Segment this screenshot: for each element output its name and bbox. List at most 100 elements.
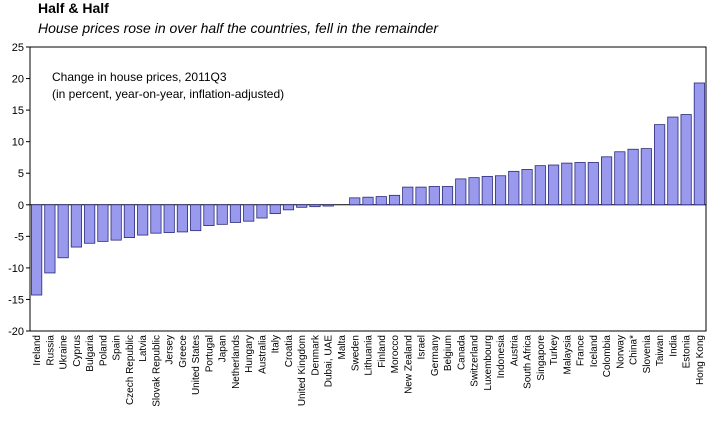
- y-tick-label: -15: [8, 294, 24, 306]
- bar: [84, 204, 96, 244]
- y-tick-label: 5: [18, 168, 24, 180]
- x-tick-label: Finland: [377, 335, 388, 368]
- bar: [97, 204, 109, 242]
- bar: [680, 114, 692, 206]
- bar: [521, 169, 533, 206]
- x-tick-label: Taiwan: [655, 335, 666, 366]
- x-tick-label: Austria: [509, 335, 520, 367]
- bar: [627, 148, 639, 206]
- bar: [243, 204, 255, 222]
- x-tick-label: Singapore: [536, 335, 547, 381]
- x-tick-label: Dubai, UAE: [324, 335, 335, 388]
- bar: [455, 178, 467, 206]
- bar: [296, 204, 308, 208]
- bar: [667, 116, 679, 206]
- x-tick-label: Japan: [218, 335, 229, 362]
- bar: [322, 204, 334, 207]
- bars: [31, 82, 705, 296]
- x-tick-label: India: [668, 335, 679, 357]
- x-tick-label: New Zealand: [403, 335, 414, 394]
- bar: [494, 175, 507, 206]
- x-tick-label: Colombia: [602, 335, 613, 378]
- bar: [150, 204, 162, 234]
- bar: [349, 197, 361, 206]
- x-tick-label: Greece: [178, 335, 189, 368]
- bar: [693, 82, 705, 206]
- y-tick-label: 10: [12, 137, 24, 149]
- bar: [468, 177, 480, 206]
- bar: [309, 204, 321, 208]
- bar: [269, 204, 281, 215]
- x-tick-label: Spain: [112, 335, 123, 361]
- x-tick-label: Latvia: [138, 335, 149, 362]
- bar: [388, 194, 401, 206]
- x-tick-label: Morocco: [390, 335, 401, 374]
- annotation-line-2: (in percent, year-on-year, inflation-adj…: [52, 87, 284, 101]
- x-tick-label: China*: [629, 335, 640, 365]
- bar: [57, 204, 69, 259]
- bar: [508, 170, 520, 206]
- bar: [534, 165, 546, 206]
- x-tick-label: Jersey: [165, 335, 176, 364]
- x-tick-label: Lithuania: [364, 335, 375, 376]
- plot-area: [29, 46, 707, 332]
- x-tick-label: Hong Kong: [695, 335, 706, 385]
- bar: [415, 186, 427, 206]
- x-tick-label: Denmark: [310, 334, 321, 376]
- x-tick-label: Netherlands: [231, 335, 242, 389]
- x-tick-label: Hungary: [244, 335, 255, 373]
- bar: [216, 204, 228, 225]
- bar: [256, 204, 268, 219]
- x-tick-label: France: [576, 335, 587, 367]
- x-tick-label: Malaysia: [562, 335, 573, 375]
- bar: [31, 204, 43, 296]
- x-tick-label: Israel: [417, 335, 428, 359]
- x-tick-label: Sweden: [350, 335, 361, 371]
- x-tick-label: South Africa: [523, 335, 534, 389]
- x-tick-label: Croatia: [284, 335, 295, 368]
- bar: [561, 162, 573, 206]
- bar: [123, 204, 135, 238]
- x-tick-label: Poland: [98, 335, 109, 366]
- bar: [44, 204, 56, 274]
- x-tick-label: Iceland: [589, 335, 600, 367]
- bar: [375, 196, 387, 206]
- bar: [110, 204, 122, 241]
- x-tick-label: Slovenia: [642, 335, 653, 374]
- x-tick-label: Bulgaria: [85, 335, 96, 372]
- x-tick-label: Belgium: [443, 335, 454, 371]
- y-tick-label: -10: [8, 263, 24, 275]
- bar: [282, 204, 295, 211]
- x-tick-label: Switzerland: [470, 335, 481, 387]
- y-tick-label: -5: [14, 231, 24, 243]
- x-tick-label: Germany: [430, 335, 441, 376]
- y-tick-label: 15: [12, 105, 24, 117]
- x-tick-label: Italy: [271, 335, 282, 353]
- x-tick-label: Indonesia: [496, 335, 507, 379]
- bar: [574, 162, 586, 206]
- x-tick-label: Portugal: [204, 335, 215, 372]
- x-axis-labels: Ireland Russia Ukraine Cyprus Bulgaria Poland…: [32, 334, 706, 407]
- bar: [640, 148, 652, 206]
- chart-title: Half & Half: [38, 0, 109, 16]
- x-tick-label: Slovak Republic: [151, 335, 162, 407]
- x-tick-label: Czech Republic: [125, 335, 136, 405]
- bar: [601, 156, 613, 206]
- bar: [481, 175, 493, 206]
- y-tick-label: -20: [8, 326, 24, 338]
- annotation-line-1: Change in house prices, 2011Q3: [52, 70, 227, 84]
- bar: [548, 164, 560, 206]
- bar: [190, 204, 202, 232]
- bar: [203, 204, 215, 227]
- y-tick-label: 0: [18, 200, 24, 212]
- y-tick-label: 20: [12, 74, 24, 86]
- bar: [441, 186, 454, 206]
- bar: [70, 204, 82, 248]
- x-tick-label: Turkey: [549, 335, 560, 365]
- bar: [229, 204, 242, 223]
- chart-subtitle: House prices rose in over half the count…: [38, 20, 438, 36]
- x-tick-label: Canada: [456, 335, 467, 370]
- bar: [587, 162, 599, 206]
- x-tick-label: Ireland: [32, 335, 43, 366]
